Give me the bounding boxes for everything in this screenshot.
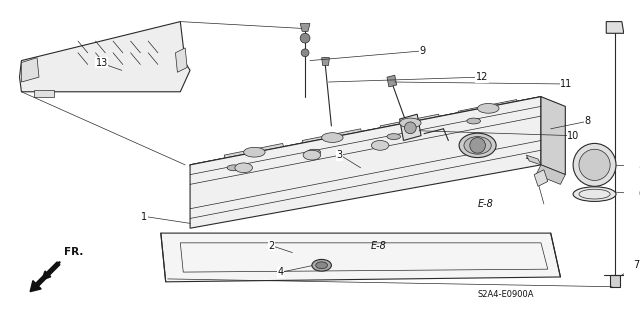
Text: 2: 2 (268, 241, 275, 251)
Polygon shape (22, 58, 39, 82)
Polygon shape (34, 90, 54, 97)
Polygon shape (458, 100, 518, 118)
Polygon shape (300, 24, 310, 31)
Ellipse shape (244, 147, 265, 157)
Circle shape (300, 33, 310, 43)
Ellipse shape (467, 118, 481, 124)
Polygon shape (534, 170, 548, 186)
Text: 11: 11 (561, 79, 573, 89)
Circle shape (404, 122, 416, 134)
Ellipse shape (307, 149, 321, 155)
Text: FR.: FR. (65, 247, 84, 258)
Ellipse shape (316, 262, 328, 269)
Text: 8: 8 (585, 116, 591, 126)
Polygon shape (399, 114, 421, 140)
Text: 10: 10 (567, 131, 579, 140)
Polygon shape (224, 143, 285, 162)
Polygon shape (380, 114, 440, 133)
Polygon shape (606, 21, 624, 33)
Ellipse shape (573, 187, 616, 201)
Ellipse shape (322, 133, 343, 142)
Ellipse shape (312, 260, 332, 271)
Text: 1: 1 (141, 212, 147, 221)
Polygon shape (190, 97, 541, 228)
Text: 4: 4 (278, 267, 284, 277)
Text: 9: 9 (419, 46, 425, 56)
Text: S2A4-E0900A: S2A4-E0900A (477, 290, 534, 299)
Text: 12: 12 (476, 72, 488, 82)
Text: 13: 13 (95, 58, 108, 68)
Circle shape (470, 138, 485, 153)
Polygon shape (322, 58, 330, 66)
Ellipse shape (459, 133, 496, 157)
Text: 6: 6 (639, 189, 640, 199)
Polygon shape (536, 165, 565, 184)
Ellipse shape (371, 140, 389, 150)
Ellipse shape (303, 150, 321, 160)
Text: E-8: E-8 (477, 199, 493, 209)
Polygon shape (526, 155, 541, 165)
Circle shape (579, 149, 610, 180)
Text: 7: 7 (634, 260, 640, 270)
Polygon shape (190, 97, 546, 184)
Polygon shape (541, 97, 565, 175)
Ellipse shape (227, 165, 241, 171)
Ellipse shape (399, 118, 421, 128)
Polygon shape (610, 275, 620, 287)
Ellipse shape (235, 163, 252, 173)
Polygon shape (302, 129, 363, 147)
Text: E-8: E-8 (371, 241, 387, 251)
FancyArrow shape (30, 262, 60, 292)
Polygon shape (19, 21, 190, 92)
Ellipse shape (477, 103, 499, 113)
Text: 3: 3 (336, 150, 342, 160)
Text: 5: 5 (639, 160, 640, 170)
Ellipse shape (464, 137, 492, 154)
Polygon shape (387, 75, 397, 87)
Ellipse shape (387, 134, 401, 140)
Polygon shape (161, 233, 561, 282)
Polygon shape (175, 48, 187, 72)
Circle shape (301, 49, 309, 57)
Circle shape (573, 143, 616, 186)
